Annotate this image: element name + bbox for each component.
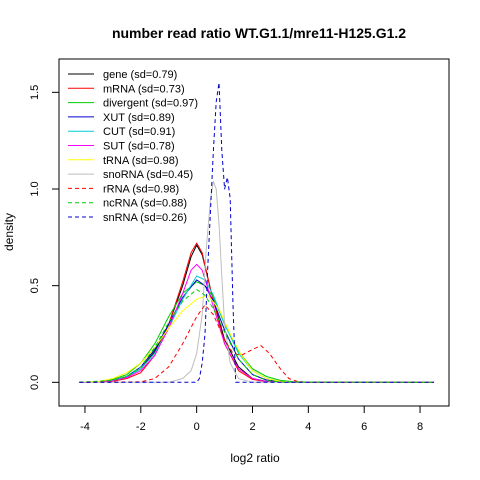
legend-label: divergent (sd=0.97) [103,98,198,110]
plot-frame [58,58,450,407]
series-line [79,281,435,383]
legend-label: XUT (sd=0.89) [103,112,175,124]
series-line [79,263,435,383]
series-line [79,275,435,383]
x-axis-label: log2 ratio [230,451,280,465]
legend-label: CUT (sd=0.91) [103,126,175,138]
series-line [79,279,434,383]
series-line [79,180,434,383]
x-tick-label: -4 [80,421,90,433]
y-tick-label: 0.0 [29,375,41,390]
x-tick-label: 2 [249,421,255,433]
legend-label: snRNA (sd=0.26) [103,212,187,224]
y-axis: 0.0 0.5 1.0 1.5 [29,85,59,390]
x-tick-label: 0 [194,421,200,433]
y-tick-label: 0.5 [29,278,41,293]
x-tick-label: 8 [417,421,423,433]
x-axis: -4 -2 0 2 4 6 8 [80,406,423,433]
series-line [79,304,434,383]
y-tick-label: 1.0 [29,181,41,196]
legend-label: rRNA (sd=0.98) [103,183,179,195]
x-tick-label: -2 [136,421,146,433]
series-line [79,294,435,383]
legend-label: SUT (sd=0.78) [103,141,175,153]
series-line [79,289,435,383]
x-tick-label: 4 [305,421,311,433]
series-line [79,242,434,383]
legend: gene (sd=0.79) mRNA (sd=0.73) divergent (s… [68,69,198,224]
y-axis-label: density [2,213,16,251]
y-tick-label: 1.5 [29,85,41,100]
legend-label: gene (sd=0.79) [103,69,177,81]
series-layer [79,82,435,383]
legend-label: mRNA (sd=0.73) [103,83,185,95]
series-line [79,82,434,383]
series-line [79,244,434,383]
legend-label: tRNA (sd=0.98) [103,155,179,167]
chart-title: number read ratio WT.G1.1/mre11-H125.G1.… [112,25,406,41]
x-tick-label: 6 [361,421,367,433]
legend-label: snoRNA (sd=0.45) [103,169,193,181]
legend-label: ncRNA (sd=0.88) [103,198,187,210]
